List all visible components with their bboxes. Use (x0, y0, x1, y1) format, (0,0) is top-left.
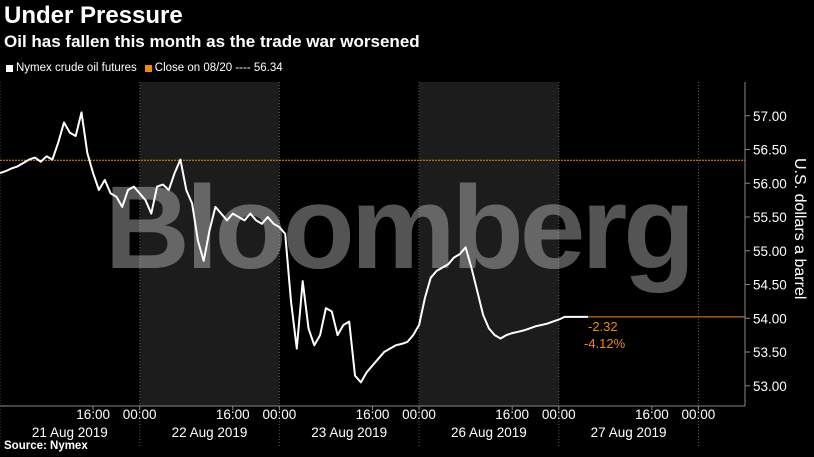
chart-subtitle: Oil has fallen this month as the trade w… (4, 32, 420, 51)
watermark-text: Bloomberg (105, 162, 692, 294)
y-tick-label: 55.50 (753, 210, 787, 225)
y-tick-label: 53.00 (753, 379, 787, 394)
y-axis-label: U.S. dollars a barrel (791, 158, 808, 300)
annotation-change: -2.32 (588, 319, 618, 334)
series-line-futures (0, 111, 588, 384)
x-tick-label-time: 16:00 (76, 407, 110, 422)
x-tick-label-time: 16:00 (495, 407, 529, 422)
source-note: Source: Nymex (4, 440, 88, 452)
legend: Nymex crude oil futures Close on 08/20 -… (6, 62, 283, 74)
shaded-day-band (419, 82, 559, 406)
legend-label-close: Close on 08/20 ---- 56.34 (154, 62, 283, 74)
shaded-day-band (139, 82, 280, 406)
x-tick-label-date: 26 Aug 2019 (451, 425, 527, 440)
x-tick-label-time: 00:00 (123, 407, 157, 422)
chart-title: Under Pressure (4, 2, 183, 29)
x-tick-label-date: 22 Aug 2019 (172, 425, 248, 440)
x-tick-label-date: 21 Aug 2019 (32, 425, 108, 440)
y-tick-label: 53.50 (753, 345, 787, 360)
x-tick-label-date: 27 Aug 2019 (591, 425, 667, 440)
legend-item-futures: Nymex crude oil futures (6, 62, 137, 74)
x-tick-label-time: 16:00 (356, 407, 390, 422)
legend-swatch-orange (144, 64, 152, 72)
y-tick-label: 54.00 (753, 311, 787, 326)
y-tick-label: 57.00 (753, 109, 787, 124)
x-tick-label-time: 00:00 (542, 407, 576, 422)
y-tick-label: 56.00 (753, 176, 787, 191)
y-tick-label: 55.00 (753, 244, 787, 259)
x-tick-label-time: 16:00 (635, 407, 669, 422)
y-tick-label: 56.50 (753, 143, 787, 158)
x-tick-label-date: 23 Aug 2019 (311, 425, 387, 440)
legend-item-close: Close on 08/20 ---- 56.34 (144, 62, 283, 74)
x-tick-label-time: 00:00 (682, 407, 716, 422)
legend-swatch-white (6, 64, 13, 72)
x-tick-label-time: 00:00 (402, 407, 436, 422)
x-tick-label-time: 16:00 (216, 407, 250, 422)
annotation-pct: -4.12% (584, 336, 626, 351)
x-tick-label-time: 00:00 (262, 407, 296, 422)
legend-label-futures: Nymex crude oil futures (16, 62, 137, 74)
y-tick-label: 54.50 (753, 278, 787, 293)
